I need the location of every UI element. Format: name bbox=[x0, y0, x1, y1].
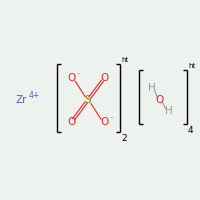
Text: 2: 2 bbox=[121, 134, 127, 143]
Text: O: O bbox=[156, 95, 164, 105]
Text: H: H bbox=[165, 106, 172, 116]
Text: ⁻: ⁻ bbox=[76, 71, 80, 79]
Text: S: S bbox=[85, 95, 91, 105]
Text: ht: ht bbox=[121, 57, 128, 63]
Text: O: O bbox=[67, 117, 76, 127]
Text: 4: 4 bbox=[188, 126, 194, 135]
Text: H: H bbox=[148, 83, 155, 93]
Text: O: O bbox=[100, 73, 109, 83]
Text: 4+: 4+ bbox=[29, 91, 40, 100]
Text: O: O bbox=[67, 73, 76, 83]
Text: ht: ht bbox=[188, 63, 195, 69]
Text: O: O bbox=[100, 117, 109, 127]
Text: Zr: Zr bbox=[15, 95, 26, 105]
Text: ⁻: ⁻ bbox=[110, 114, 114, 123]
